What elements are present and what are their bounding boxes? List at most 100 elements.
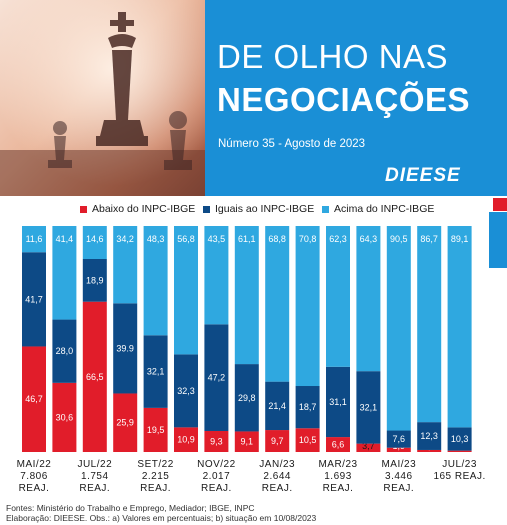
bar-acima-fev-23 — [295, 226, 320, 387]
bar-iguais-dez-22 — [234, 364, 259, 432]
label-abaixo-nov-22: 9,3 — [210, 436, 223, 446]
label-iguais-set-22: 32,1 — [147, 367, 165, 377]
bar-abaixo-set-22 — [143, 407, 168, 452]
x-label-line: MAR/23 — [318, 459, 357, 470]
label-abaixo-abr-23: 3,7 — [362, 441, 375, 451]
bar-iguais-mai-22 — [22, 252, 46, 347]
label-iguais-jul-23: 10,3 — [451, 434, 469, 444]
x-label-line: MAI/22 — [17, 459, 52, 470]
label-acima-ago-22: 34,2 — [116, 234, 134, 244]
label-iguais-jul-22: 18,9 — [86, 275, 104, 285]
x-label-line: 3.446 — [385, 471, 413, 482]
bar-acima-jan-23 — [265, 226, 290, 382]
legend-item-acima: Acima do INPC-IBGE — [322, 203, 434, 215]
label-acima-mar-23: 62,3 — [329, 234, 347, 244]
bar-iguais-jan-23 — [265, 381, 290, 431]
x-label-line: MAI/23 — [381, 459, 416, 470]
accent-blue-block — [489, 212, 507, 268]
bar-iguais-mar-23 — [326, 366, 350, 438]
chart-legend: Abaixo do INPC-IBGE Iguais ao INPC-IBGE … — [0, 196, 507, 220]
x-label-line: REAJ. — [201, 483, 232, 494]
x-label-line: REAJ. — [79, 483, 110, 494]
header-banner: DE OLHO NAS NEGOCIAÇÕES Número 35 - Agos… — [0, 0, 507, 196]
bar-iguais-ago-22 — [113, 303, 138, 394]
label-iguais-fev-23: 18,7 — [299, 402, 317, 412]
bar-iguais-jul-22 — [82, 258, 107, 302]
label-iguais-mai-23: 7,6 — [393, 434, 406, 444]
label-iguais-jan-23: 21,4 — [268, 401, 286, 411]
bar-iguais-jun-22 — [52, 319, 77, 383]
bar-acima-dez-22 — [234, 226, 259, 365]
label-iguais-mar-23: 31,1 — [329, 397, 347, 407]
x-label-line: REAJ. — [323, 483, 354, 494]
chess-pieces-image — [0, 0, 205, 196]
label-abaixo-out-22: 10,9 — [177, 435, 195, 445]
legend-swatch-iguais — [203, 205, 210, 213]
accent-red-block — [493, 198, 507, 211]
bar-abaixo-mai-22 — [22, 346, 46, 452]
x-label-line: NOV/22 — [197, 459, 236, 470]
bar-abaixo-mar-23 — [326, 437, 350, 452]
title-line-2: NEGOCIAÇÕES — [217, 81, 471, 118]
bar-iguais-fev-23 — [295, 386, 320, 429]
chess-photo — [0, 0, 205, 196]
bar-acima-jul-22 — [82, 226, 107, 259]
bar-acima-mai-22 — [22, 226, 46, 253]
bar-acima-mai-23 — [386, 226, 411, 431]
issue-text: Número 35 - Agosto de 2023 — [218, 138, 366, 150]
bar-abaixo-jan-23 — [265, 430, 290, 452]
bar-iguais-nov-22 — [204, 324, 229, 431]
label-abaixo-dez-22: 9,1 — [241, 437, 254, 447]
bar-acima-set-22 — [143, 226, 168, 336]
bar-iguais-jun-23 — [417, 422, 442, 450]
footer-sources: Fontes: Ministério do Trabalho e Emprego… — [6, 503, 255, 513]
x-label-line: 1.754 — [81, 471, 109, 482]
bar-acima-jun-23 — [417, 226, 442, 423]
bar-iguais-set-22 — [143, 335, 168, 408]
legend-label-abaixo: Abaixo do INPC-IBGE — [92, 203, 196, 215]
bar-acima-nov-22 — [204, 226, 229, 325]
label-abaixo-jul-22: 66,5 — [86, 372, 104, 382]
title-line-1: DE OLHO NAS — [217, 38, 449, 75]
x-label-line: REAJ. — [140, 483, 171, 494]
x-label-line: JUL/23 — [442, 459, 477, 470]
bar-acima-jun-22 — [52, 226, 77, 320]
bar-acima-jul-23 — [447, 226, 472, 428]
label-iguais-jun-22: 28,0 — [56, 346, 74, 356]
footer-notes: Elaboração: DIEESE. Obs.: a) Valores em … — [6, 513, 317, 523]
label-acima-nov-22: 43,5 — [208, 234, 226, 244]
legend-label-acima: Acima do INPC-IBGE — [334, 203, 435, 215]
label-iguais-abr-23: 32,1 — [360, 402, 378, 412]
bar-abaixo-abr-23 — [356, 443, 381, 452]
label-abaixo-mar-23: 6,6 — [332, 440, 345, 450]
legend-swatch-acima — [322, 205, 329, 213]
bar-abaixo-mai-23 — [386, 447, 411, 452]
x-label-line: JAN/23 — [259, 459, 295, 470]
label-iguais-ago-22: 39.9 — [116, 343, 134, 353]
label-iguais-nov-22: 47,2 — [208, 373, 226, 383]
label-acima-jul-22: 14,6 — [86, 234, 104, 244]
label-abaixo-ago-22: 25,9 — [116, 418, 134, 428]
label-acima-mai-23: 90,5 — [390, 234, 408, 244]
bar-acima-abr-23 — [356, 226, 381, 372]
bar-iguais-abr-23 — [356, 371, 381, 444]
bar-abaixo-jul-22 — [82, 301, 107, 452]
label-acima-mai-22: 11,6 — [26, 234, 43, 244]
label-iguais-mai-22: 41,7 — [25, 294, 43, 304]
label-acima-abr-23: 64,3 — [360, 234, 378, 244]
label-abaixo-jan-23: 9,7 — [271, 436, 284, 446]
bar-acima-mar-23 — [326, 226, 350, 367]
bar-iguais-out-22 — [174, 354, 198, 428]
x-label-line: REAJ. — [19, 483, 50, 494]
label-acima-out-22: 56,8 — [177, 234, 195, 244]
label-abaixo-jun-22: 30,6 — [56, 412, 74, 422]
label-acima-dez-22: 61,1 — [238, 234, 256, 244]
legend-swatch-abaixo — [80, 205, 87, 213]
x-label-line: 2.644 — [263, 471, 291, 482]
